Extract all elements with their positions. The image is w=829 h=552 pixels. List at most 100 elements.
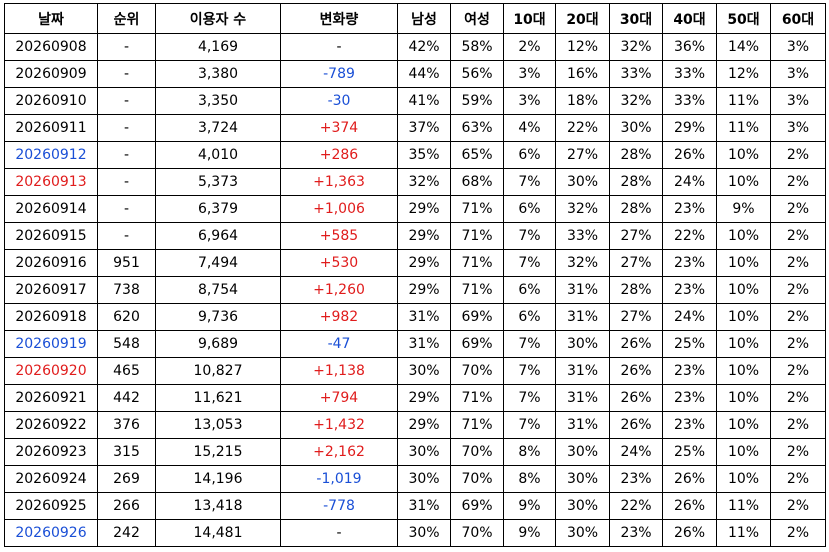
table-cell: +286	[280, 141, 398, 169]
table-cell: 29%	[397, 276, 451, 304]
table-row: 20260911-3,724 +374 37% 63% 4% 22% 30% 29% 11% 3%	[4, 114, 826, 142]
table-cell: 20260922	[4, 411, 98, 439]
table-cell: 7%	[503, 249, 556, 277]
table-cell: 29%	[397, 222, 451, 250]
table-cell: -	[280, 519, 398, 547]
table-cell: 27%	[609, 303, 663, 331]
table-row: 20260919 548 9,689 -47 31% 69% 7% 30% 26% 25% 10% 2…	[4, 330, 826, 358]
table-cell: 70%	[450, 357, 504, 385]
table-cell: 29%	[397, 195, 451, 223]
table-cell: 10%	[716, 303, 771, 331]
table-cell: 7%	[503, 168, 556, 196]
table-cell: 27%	[609, 249, 663, 277]
table-cell: +1,363	[280, 168, 398, 196]
table-cell: +2,162	[280, 438, 398, 466]
table-cell: -	[97, 222, 156, 250]
table-cell: 7%	[503, 330, 556, 358]
table-cell: 31%	[555, 303, 610, 331]
table-cell: 9%	[503, 519, 556, 547]
table-cell: 10%	[716, 384, 771, 412]
table-cell: 5,373	[155, 168, 281, 196]
table-cell: 30%	[555, 438, 610, 466]
table-cell: +982	[280, 303, 398, 331]
table-cell: 23%	[609, 465, 663, 493]
table-row: 20260920 465 10,827 +1,138 30% 70% 7% 31% 26% 23%…	[4, 357, 826, 385]
table-cell: 26%	[662, 519, 717, 547]
table-cell: -	[97, 33, 156, 61]
table-cell: 6%	[503, 141, 556, 169]
table-cell: 6,964	[155, 222, 281, 250]
table-cell: 4,169	[155, 33, 281, 61]
table-cell: 2%	[770, 222, 826, 250]
table-row: 20260922 376 13,053 +1,432 29% 71% 7% 31% 26% 23%…	[4, 411, 826, 439]
table-cell: 69%	[450, 492, 504, 520]
table-cell: 9,689	[155, 330, 281, 358]
table-cell: 3%	[770, 87, 826, 115]
table-cell: 465	[97, 357, 156, 385]
table-cell: -	[97, 87, 156, 115]
table-cell: 36%	[662, 33, 717, 61]
table-cell: 10%	[716, 465, 771, 493]
table-cell: 12%	[716, 60, 771, 88]
table-cell: 20260921	[4, 384, 98, 412]
table-row: 20260914-6,379 +1,006 29% 71% 6% 32% 28% 23% 9% 2…	[4, 195, 826, 223]
table-cell: 20260926	[4, 519, 98, 547]
table-cell: 2%	[770, 168, 826, 196]
table-cell: 3,724	[155, 114, 281, 142]
table-cell: 10%	[716, 438, 771, 466]
table-cell: +374	[280, 114, 398, 142]
table-cell: 42%	[397, 33, 451, 61]
table-cell: 71%	[450, 249, 504, 277]
table-row: 20260926 242 14,481-30% 70% 9% 30% 23% 26% 11% 2%	[4, 519, 826, 547]
table-cell: 30%	[555, 492, 610, 520]
table-cell: -	[97, 114, 156, 142]
table-row: 20260918 620 9,736 +982 31% 69% 6% 31% 27% 24% 10%…	[4, 303, 826, 331]
table-cell: 620	[97, 303, 156, 331]
column-header: 순위	[97, 3, 156, 34]
table-cell: 30%	[397, 357, 451, 385]
column-header: 10대	[503, 3, 556, 34]
table-cell: 11%	[716, 519, 771, 547]
table-cell: 31%	[555, 276, 610, 304]
table-cell: 27%	[555, 141, 610, 169]
table-cell: 20260914	[4, 195, 98, 223]
data-table: 날짜 순위 이용자 수 변화량 남성 여성 10대 20대 30대 40대 50대 60대 20260…	[4, 3, 826, 547]
table-cell: 71%	[450, 384, 504, 412]
table-cell: 26%	[609, 411, 663, 439]
table-cell: 26%	[662, 141, 717, 169]
table-cell: 32%	[609, 33, 663, 61]
table-cell: 18%	[555, 87, 610, 115]
table-cell: 56%	[450, 60, 504, 88]
table-cell: 20260917	[4, 276, 98, 304]
table-cell: 7%	[503, 411, 556, 439]
table-cell: +1,138	[280, 357, 398, 385]
table-cell: 31%	[397, 330, 451, 358]
table-cell: 29%	[397, 411, 451, 439]
table-cell: 2%	[770, 330, 826, 358]
table-cell: 65%	[450, 141, 504, 169]
table-cell: 20260916	[4, 249, 98, 277]
table-cell: 4,010	[155, 141, 281, 169]
table-cell: 28%	[609, 141, 663, 169]
table-cell: 23%	[662, 357, 717, 385]
table-cell: 26%	[609, 357, 663, 385]
table-cell: 33%	[662, 87, 717, 115]
table-row: 20260923 315 15,215 +2,162 30% 70% 8% 30% 24% 25%…	[4, 438, 826, 466]
table-cell: 9%	[503, 492, 556, 520]
column-header: 50대	[716, 3, 771, 34]
table-cell: 10%	[716, 249, 771, 277]
table-cell: 20260912	[4, 141, 98, 169]
table-cell: 266	[97, 492, 156, 520]
table-cell: 71%	[450, 276, 504, 304]
table-cell: 69%	[450, 330, 504, 358]
table-row: 20260921 442 11,621 +794 29% 71% 7% 31% 26% 23% 10…	[4, 384, 826, 412]
table-cell: -47	[280, 330, 398, 358]
table-cell: 13,053	[155, 411, 281, 439]
table-cell: 20260908	[4, 33, 98, 61]
table-cell: 26%	[662, 465, 717, 493]
table-cell: 28%	[609, 195, 663, 223]
table-cell: 23%	[662, 195, 717, 223]
table-cell: -	[97, 168, 156, 196]
table-cell: 44%	[397, 60, 451, 88]
table-cell: 2%	[770, 438, 826, 466]
